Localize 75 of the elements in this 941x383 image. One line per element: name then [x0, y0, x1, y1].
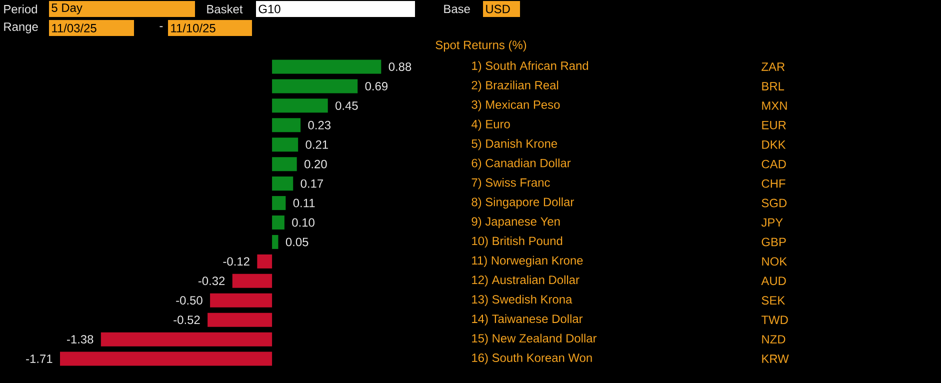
y2-tick-label: ZAR	[762, 62, 785, 71]
bar	[272, 138, 298, 152]
data-label: -0.12	[223, 257, 250, 266]
text: Spot Returns (%)	[436, 40, 526, 52]
data-label: -1.38	[67, 335, 94, 344]
y2-tick-label: TWD	[761, 316, 788, 324]
y2-tick-label: NOK	[762, 257, 787, 266]
y2-tick-label: CHF	[762, 179, 786, 188]
bar	[272, 234, 278, 249]
y-tick-label: 14) Taiwanese Dollar	[472, 314, 583, 326]
y2-tick-label: GBP	[762, 238, 786, 246]
data-label: -0.32	[198, 276, 225, 286]
y2-tick-label: CAD	[762, 160, 786, 168]
bar	[208, 312, 272, 327]
data-label: 0.23	[308, 120, 331, 130]
y-tick-label: 7) Swiss Franc	[472, 178, 550, 190]
y-tick-label: 11) Norwegian Krone	[472, 256, 583, 268]
y-tick-label: 6) Canadian Dollar	[472, 158, 571, 170]
data-label: -1.71	[26, 354, 52, 363]
text: G10	[258, 4, 280, 14]
data-label: 0.45	[336, 101, 358, 110]
bar	[272, 176, 294, 191]
y-tick-label: 5) Danish Krone	[472, 139, 558, 150]
data-label: 0.88	[388, 62, 412, 71]
text: Period	[4, 4, 37, 14]
y2-tick-label: DKK	[762, 140, 786, 149]
y-tick-label: 15) New Zealand Dollar	[472, 334, 597, 345]
y2-tick-label: SGD	[762, 198, 787, 208]
text: 11/03/25	[52, 24, 96, 32]
y-tick-label: 8) Singapore Dollar	[472, 197, 574, 209]
text: Range	[4, 22, 38, 34]
bar	[272, 196, 286, 210]
bar	[60, 352, 272, 366]
bar	[257, 254, 272, 268]
bar	[272, 118, 301, 132]
data-label: -0.52	[174, 316, 200, 324]
y-tick-label: 10) British Pound	[472, 236, 562, 248]
text: 11/10/25	[171, 24, 216, 32]
data-label: 0.17	[300, 179, 323, 188]
bar	[100, 332, 272, 346]
y2-tick-label: BRL	[762, 82, 784, 90]
y-tick-label: 3) Mexican Peso	[472, 100, 560, 112]
data-label: 0.10	[292, 218, 314, 227]
y2-tick-label: KRW	[762, 354, 789, 363]
y2-tick-label: JPY	[761, 218, 783, 227]
y-tick-label: 12) Australian Dollar	[472, 275, 580, 286]
y-tick-label: 2) Brazilian Real	[472, 80, 558, 92]
bar	[272, 60, 382, 74]
bar	[272, 157, 297, 172]
y2-tick-label: EUR	[762, 120, 786, 130]
bar	[272, 79, 358, 94]
text: USD	[486, 4, 510, 14]
y-tick-label: 16) South Korean Won	[472, 353, 592, 364]
data-label: 0.05	[286, 238, 308, 246]
bar	[210, 293, 272, 308]
bar	[272, 98, 328, 113]
y2-tick-label: AUD	[761, 276, 786, 286]
data-label: 0.69	[365, 82, 388, 90]
y-tick-label: 4) Euro	[471, 120, 510, 131]
y2-tick-label: MXN	[762, 102, 787, 110]
y-tick-label: 13) Swedish Krona	[472, 294, 572, 306]
data-label: 0.11	[293, 198, 315, 208]
text: 5 Day	[52, 4, 82, 14]
bar	[232, 274, 272, 288]
text: Base	[444, 4, 470, 14]
text: -	[160, 26, 163, 28]
y2-tick-label: SEK	[762, 296, 785, 305]
bar	[272, 216, 284, 230]
data-label: 0.20	[304, 160, 327, 168]
y-tick-label: 9) Japanese Yen	[472, 216, 560, 228]
text: Basket	[207, 4, 243, 14]
data-label: 0.21	[306, 140, 328, 149]
y2-tick-label: NZD	[762, 335, 786, 344]
y-tick-label: 1) South African Rand	[472, 61, 588, 72]
data-label: -0.50	[176, 296, 202, 305]
